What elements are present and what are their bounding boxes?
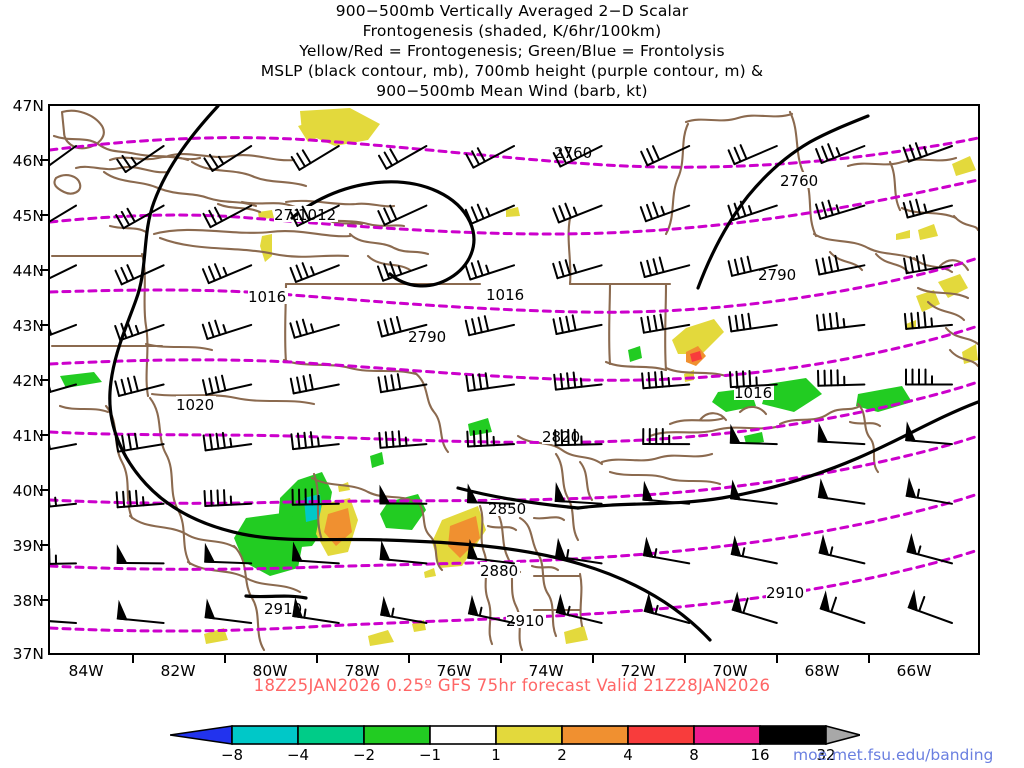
lon-label-76w: 76W [436,662,472,680]
lon-tick [132,655,134,663]
lon-label-80w: 80W [252,662,288,680]
lat-tick [40,489,48,491]
colorbar: −8 −4 −2 −1 1 2 4 8 16 32 [170,724,860,768]
coastline-and-borders [50,109,978,652]
lat-label-47n: 47N [12,97,44,115]
colorbar-tick--1: −1 [418,746,442,764]
title-line-5: 900−500mb Mean Wind (barb, kt) [376,82,648,100]
lat-tick [40,379,48,381]
colorbar-tick-1: 1 [491,746,501,764]
lat-tick [40,599,48,601]
lat-label-42n: 42N [12,372,44,390]
lon-label-84w: 84W [68,662,104,680]
svg-text:1020: 1020 [176,396,214,414]
colorbar-tick-8: 8 [689,746,699,764]
lon-tick [592,655,594,663]
svg-text:2880: 2880 [480,562,518,580]
lat-label-45n: 45N [12,207,44,225]
lon-label-74w: 74W [528,662,564,680]
mslp-contours [108,106,978,642]
lon-label-72w: 72W [620,662,656,680]
colorbar-tick-16: 16 [750,746,770,764]
colorbar-tick--4: −4 [286,746,310,764]
colorbar-tick-4: 4 [623,746,633,764]
lat-label-38n: 38N [12,592,44,610]
lat-tick [40,159,48,161]
svg-text:2910: 2910 [264,600,302,618]
colorbar-tick--2: −2 [352,746,376,764]
lat-label-44n: 44N [12,262,44,280]
lon-tick [224,655,226,663]
svg-text:2910: 2910 [506,612,544,630]
lat-tick [40,544,48,546]
lat-tick [40,269,48,271]
svg-text:2850: 2850 [488,500,526,518]
forecast-valid-text: 18Z25JAN2026 0.25º GFS 75hr forecast Val… [253,676,771,695]
svg-text:2790: 2790 [408,328,446,346]
lat-tick [40,324,48,326]
lon-tick [684,655,686,663]
lat-label-39n: 39N [12,537,44,555]
map-canvas: 2710 2760 2760 2790 2790 2820 2850 2880 … [50,106,978,652]
title-line-4: MSLP (black contour, mb), 700mb height (… [260,62,764,80]
svg-text:1016: 1016 [486,286,524,304]
lat-tick [40,434,48,436]
watermark-url: moe.met.fsu.edu/banding [793,746,994,764]
lon-label-66w: 66W [896,662,932,680]
colorbar-tick-32: 32 [816,746,836,764]
title-line-3: Yellow/Red = Frontogenesis; Green/Blue =… [299,42,725,60]
svg-text:2910: 2910 [766,584,804,602]
lon-tick [500,655,502,663]
colorbar-tick-2: 2 [557,746,567,764]
title-line-1: 900−500mb Vertically Averaged 2−D Scalar [335,2,689,20]
colorbar-tick--8: −8 [220,746,244,764]
wind-barb-field [50,142,953,624]
colorbar-swatches [170,724,860,746]
lon-tick [776,655,778,663]
lon-label-70w: 70W [712,662,748,680]
svg-text:2760: 2760 [780,172,818,190]
lon-label-68w: 68W [804,662,840,680]
lat-label-43n: 43N [12,317,44,335]
svg-text:1016: 1016 [734,384,772,402]
map-plot-area: 2710 2760 2760 2790 2790 2820 2850 2880 … [48,104,980,655]
shaded-frontogenesis-field [60,108,978,646]
lon-tick [316,655,318,663]
lat-label-46n: 46N [12,152,44,170]
lon-label-82w: 82W [160,662,196,680]
lat-label-40n: 40N [12,482,44,500]
title-line-2: Frontogenesis (shaded, K/6hr/100km) [362,22,662,40]
svg-text:1016: 1016 [248,288,286,306]
lon-label-78w: 78W [344,662,380,680]
lat-label-41n: 41N [12,427,44,445]
lon-tick [408,655,410,663]
lat-tick [40,214,48,216]
lat-label-37n: 37N [12,645,44,663]
lon-tick [868,655,870,663]
svg-text:2790: 2790 [758,266,796,284]
